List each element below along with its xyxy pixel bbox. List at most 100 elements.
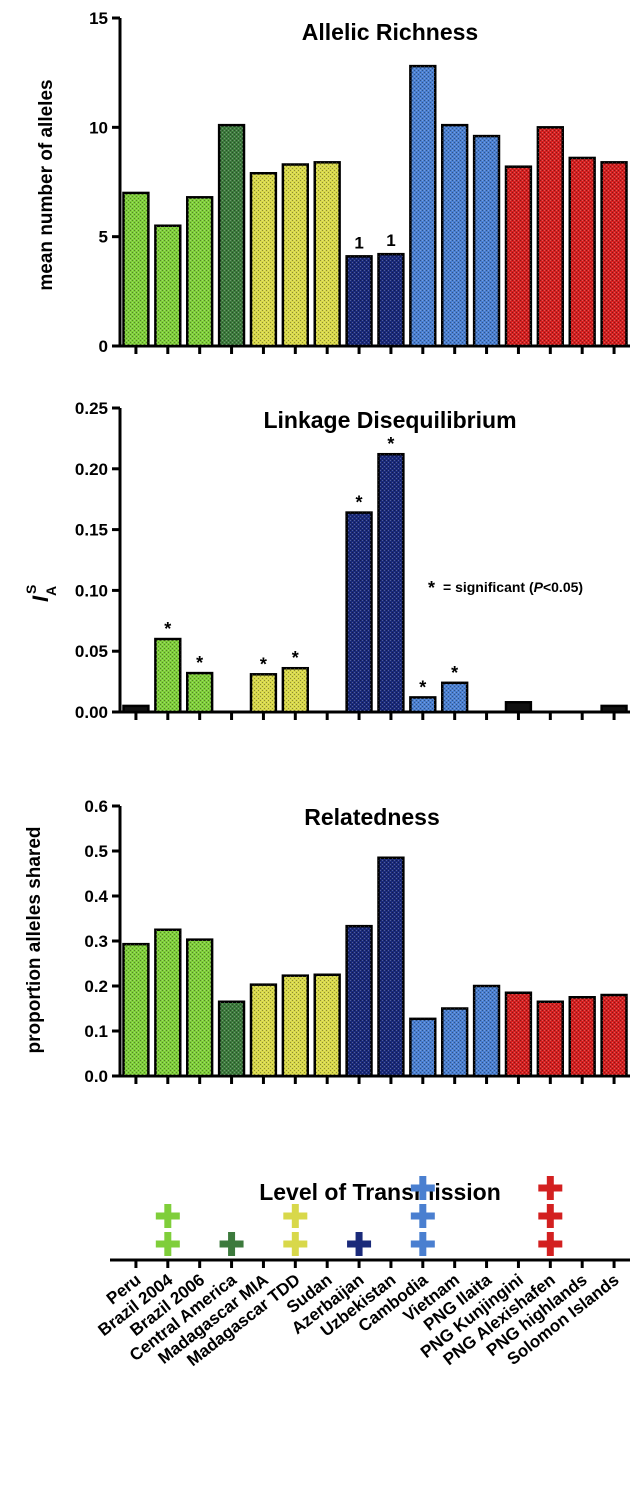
- bar-label-uzbekistan: *: [387, 434, 394, 454]
- bar-label-uzbekistan: 1: [386, 231, 395, 250]
- bar-peru: [122, 191, 150, 348]
- linkage-disequilibrium-chart: Linkage Disequilibrium I A S 0.00 0.05 0.1…: [23, 399, 630, 722]
- bar-cambodia: [409, 1017, 437, 1078]
- allelic-richness-title: Allelic Richness: [302, 19, 478, 45]
- bar-png-ilaita: [472, 984, 501, 1078]
- bar-brazil-2004: [154, 224, 182, 348]
- bar-label-brazil-2006: *: [196, 653, 203, 673]
- bar-solomon-islands: [600, 993, 628, 1078]
- bar-png-highlands: [568, 996, 596, 1078]
- bar-azerbaijan: [345, 255, 373, 348]
- linkage-disequilibrium-bar-labels: * * * * * * * *: [164, 434, 458, 697]
- transmission-plus-cambodia: [410, 1204, 435, 1228]
- transmission-title: Level of Transmission: [259, 1179, 501, 1205]
- bar-png-kunjingini: [504, 165, 533, 348]
- bar-uzbekistan: [377, 856, 405, 1078]
- y-tick-label: 15: [89, 9, 108, 28]
- transmission-plus-central-america: [219, 1232, 244, 1256]
- bar-central-america: [217, 123, 246, 348]
- ylabel-superscript: S: [23, 585, 39, 594]
- linkage-disequilibrium-bars: [122, 452, 628, 714]
- bar-label-madagascar-tdd: *: [292, 648, 299, 668]
- relatedness-ticks: 0.0 0.1 0.2 0.3 0.4 0.5 0.6: [84, 797, 120, 1086]
- ylabel-subscript: A: [43, 586, 59, 596]
- y-tick-label: 0.4: [84, 887, 108, 906]
- allelic-richness-chart: Allelic Richness mean number of alleles …: [36, 9, 630, 356]
- transmission-plus-madagascar-tdd: [283, 1232, 308, 1256]
- bar-brazil-2004: [154, 928, 182, 1078]
- bar-brazil-2004: [154, 637, 182, 714]
- transmission-plus-png-alexishafen: [538, 1232, 563, 1256]
- bar-vietnam: [441, 1007, 469, 1078]
- y-tick-label: 0.10: [75, 581, 108, 600]
- bar-brazil-2006: [186, 938, 214, 1078]
- bar-png-alexishafen: [536, 1000, 564, 1078]
- bar-peru: [122, 942, 150, 1078]
- bar-vietnam: [441, 123, 469, 348]
- relatedness-ylabel: proportion alleles shared: [24, 827, 45, 1054]
- bar-madagascar-mia: [249, 172, 278, 348]
- allelic-richness-bars: [122, 64, 628, 348]
- relatedness-title: Relatedness: [304, 804, 440, 830]
- bar-label-azerbaijan: 1: [354, 233, 363, 252]
- y-tick-label: 5: [99, 228, 108, 247]
- y-tick-label: 0.5: [84, 842, 108, 861]
- linkage-disequilibrium-title: Linkage Disequilibrium: [263, 407, 516, 433]
- transmission-plus-png-alexishafen: [538, 1176, 563, 1200]
- bar-sudan: [313, 161, 341, 348]
- transmission-plus-brazil-2004: [155, 1232, 180, 1256]
- bar-png-highlands: [568, 156, 596, 348]
- bar-label-azerbaijan: *: [356, 493, 363, 513]
- allelic-richness-ticks: 0 5 10 15: [89, 9, 120, 356]
- bar-peru: [122, 704, 150, 714]
- bar-azerbaijan: [345, 511, 373, 714]
- bar-solomon-islands: [600, 161, 628, 348]
- y-tick-label: 0.00: [75, 703, 108, 722]
- bar-label-madagascar-mia: *: [260, 654, 267, 674]
- significance-note-star: *: [428, 578, 435, 598]
- y-tick-label: 10: [89, 118, 108, 137]
- bar-label-vietnam: *: [451, 663, 458, 683]
- transmission-plus-cambodia: [410, 1232, 435, 1256]
- y-tick-label: 0.2: [84, 977, 108, 996]
- transmission-plus-png-alexishafen: [538, 1204, 563, 1228]
- bar-madagascar-mia: [249, 673, 278, 714]
- bar-png-alexishafen: [536, 126, 564, 348]
- transmission-plus-cambodia: [410, 1176, 435, 1200]
- bar-vietnam: [441, 681, 469, 714]
- y-tick-label: 0.3: [84, 932, 108, 951]
- bar-uzbekistan: [377, 252, 405, 348]
- significance-note-text: = significant (P<0.05): [443, 579, 583, 595]
- allelic-richness-ylabel: mean number of alleles: [36, 79, 57, 290]
- bar-brazil-2006: [186, 196, 214, 348]
- bar-madagascar-mia: [249, 983, 278, 1078]
- bar-brazil-2006: [186, 671, 214, 714]
- relatedness-bars: [122, 856, 628, 1078]
- y-tick-label: 0: [99, 337, 108, 356]
- bar-png-kunjingini: [504, 991, 533, 1078]
- linkage-disequilibrium-ticks: 0.00 0.05 0.10 0.15 0.20 0.25: [75, 399, 120, 722]
- transmission-plus-brazil-2004: [155, 1204, 180, 1228]
- transmission-levels: [155, 1176, 563, 1256]
- bar-label-brazil-2004: *: [164, 619, 171, 639]
- bar-sudan: [313, 973, 341, 1078]
- relatedness-chart: Relatedness proportion alleles shared 0.…: [24, 797, 630, 1086]
- linkage-disequilibrium-ylabel: I A S: [23, 585, 59, 602]
- transmission-plus-azerbaijan: [347, 1232, 372, 1256]
- y-tick-label: 0.6: [84, 797, 108, 816]
- bar-madagascar-tdd: [281, 163, 309, 348]
- significance-note: * = significant (P<0.05): [428, 578, 583, 598]
- y-tick-label: 0.0: [84, 1067, 108, 1086]
- y-tick-label: 0.25: [75, 399, 108, 418]
- bar-madagascar-tdd: [281, 974, 309, 1078]
- bar-solomon-islands: [600, 704, 628, 714]
- bar-central-america: [217, 1000, 246, 1078]
- y-tick-label: 0.20: [75, 460, 108, 479]
- bar-png-ilaita: [472, 134, 501, 348]
- y-tick-label: 0.15: [75, 521, 108, 540]
- bar-uzbekistan: [377, 452, 405, 714]
- bar-cambodia: [409, 64, 437, 348]
